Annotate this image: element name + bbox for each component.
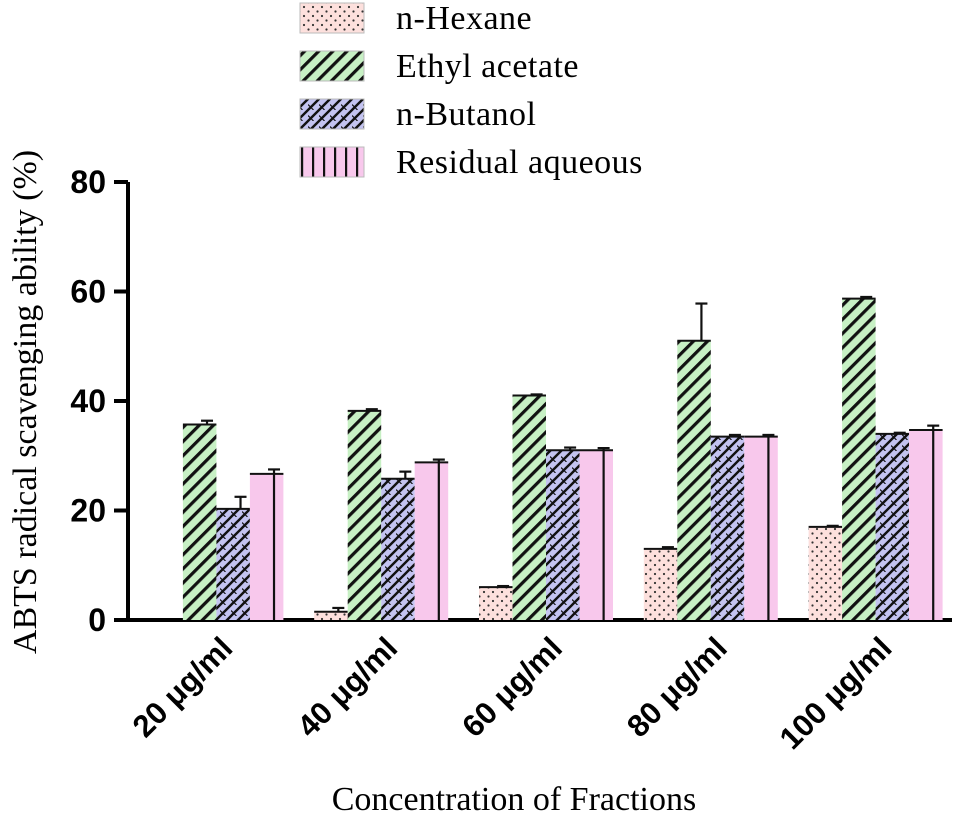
x-tick-label: 100 μg/ml	[773, 630, 899, 756]
x-tick-label: 40 μg/ml	[290, 630, 404, 744]
bar-n-hexane-2	[314, 611, 348, 620]
x-axis-title: Concentration of Fractions	[332, 781, 696, 818]
y-tick-label: 20	[70, 493, 106, 529]
bar-n-butanol-1	[216, 508, 250, 620]
bar-residual-aqueous-2	[414, 462, 449, 620]
bars	[182, 297, 943, 620]
y-axis-title: ABTS radical scavenging ability (%)	[7, 150, 44, 654]
bar-ethyl-acetate-5	[842, 298, 876, 620]
x-tick-label: 80 μg/ml	[620, 630, 734, 744]
bar-ethyl-acetate-4	[677, 340, 711, 620]
bar-n-butanol-3	[546, 450, 580, 620]
legend-label: Residual aqueous	[396, 144, 643, 181]
bar-n-hexane-4	[643, 548, 678, 620]
y-tick-label: 40	[70, 383, 106, 419]
x-tick-label: 60 μg/ml	[455, 630, 569, 744]
bar-n-butanol-5	[875, 433, 910, 620]
bar-residual-aqueous-3	[579, 450, 613, 620]
bar-n-butanol-2	[381, 478, 415, 620]
legend-swatch	[299, 2, 365, 34]
legend-label: Ethyl acetate	[396, 48, 579, 85]
bar-ethyl-acetate-1	[182, 424, 217, 620]
legend-swatch	[299, 50, 365, 82]
bar-residual-aqueous-1	[249, 473, 284, 620]
legend-item-3: n-Butanol	[299, 96, 536, 133]
y-tick-label: 80	[70, 164, 106, 200]
legend-swatch	[299, 98, 365, 130]
x-tick-label: 20 μg/ml	[126, 630, 240, 744]
bar-ethyl-acetate-3	[512, 395, 546, 620]
legend-label: n-Hexane	[396, 0, 532, 37]
legend-label: n-Butanol	[396, 96, 536, 133]
error-bars	[201, 295, 940, 620]
legend: n-Hexane Ethyl acetate n-Butanol Residual a…	[299, 0, 643, 181]
bar-n-hexane-3	[479, 587, 513, 620]
y-tick-label: 60	[70, 274, 106, 310]
bar-n-hexane-5	[808, 526, 843, 620]
legend-item-2: Ethyl acetate	[299, 48, 579, 85]
legend-item-4: Residual aqueous	[299, 144, 643, 181]
legend-item-1: n-Hexane	[299, 0, 532, 37]
bar-n-butanol-4	[710, 436, 745, 620]
bar-residual-aqueous-5	[909, 430, 943, 620]
y-tick-label: 0	[88, 602, 106, 638]
legend-swatch	[299, 146, 365, 178]
bar-residual-aqueous-4	[744, 436, 778, 620]
bar-ethyl-acetate-2	[347, 410, 382, 620]
